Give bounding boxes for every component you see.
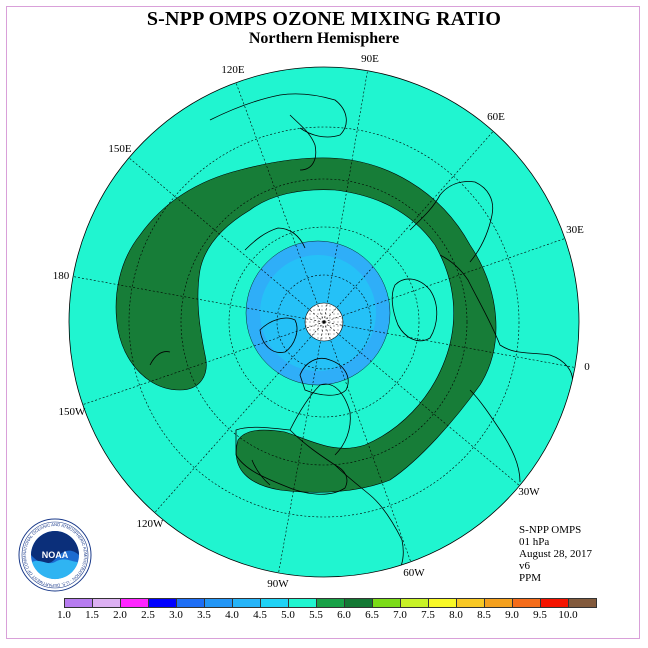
date-text: August 28, 2017 [519, 548, 593, 560]
legend-label: 3.0 [169, 609, 183, 621]
legend-swatch [176, 598, 205, 608]
figure-frame [6, 6, 640, 639]
lon-label: 150W [59, 406, 87, 418]
legend-swatch [540, 598, 569, 608]
legend-label: 2.5 [141, 609, 155, 621]
legend-label: 8.0 [449, 609, 463, 621]
graticule [69, 67, 579, 577]
legend-swatch [120, 598, 149, 608]
legend-swatch [428, 598, 457, 608]
lon-label: 90E [361, 53, 379, 65]
legend-label: 8.5 [477, 609, 491, 621]
coastlines [149, 93, 573, 577]
legend-swatch [344, 598, 373, 608]
lon-label: 180 [53, 270, 70, 282]
legend-swatch [568, 598, 597, 608]
legend-label: 1.5 [85, 609, 99, 621]
lon-label: 60W [403, 567, 425, 579]
lon-label: 90W [267, 578, 289, 590]
legend-label: 4.0 [225, 609, 239, 621]
lon-label: 60E [487, 111, 505, 123]
legend-label: 5.5 [309, 609, 323, 621]
legend-label: 10.0 [558, 609, 578, 621]
map-outline [68, 66, 580, 578]
legend-labels: 1.0 1.5 2.0 2.5 3.0 3.5 4.0 4.5 5.0 5.5 6.0 6.5 7.0 7… [0, 609, 648, 623]
legend-label: 4.5 [253, 609, 267, 621]
legend-label: 7.5 [421, 609, 435, 621]
legend-swatch [512, 598, 541, 608]
lon-label: 0 [584, 361, 590, 373]
legend-label: 7.0 [393, 609, 407, 621]
legend-swatch [316, 598, 345, 608]
legend-label: 6.0 [337, 609, 351, 621]
legend-swatch [288, 598, 317, 608]
lon-label: 120E [221, 64, 245, 76]
longitude-labels: 90E 60E 30E 0 30W 60W 90W 120W 150W 180 … [53, 53, 591, 590]
noaa-logo: NATIONAL OCEANIC AND ATMOSPHERIC ADMINIS… [18, 518, 92, 592]
legend-swatch [484, 598, 513, 608]
units-text: PPM [519, 572, 542, 584]
legend-swatch [260, 598, 289, 608]
legend-swatch [148, 598, 177, 608]
color-legend [64, 598, 597, 608]
lon-label: 30W [518, 486, 540, 498]
legend-label: 2.0 [113, 609, 127, 621]
info-block: S-NPP OMPS 01 hPa August 28, 2017 v6 PPM [519, 524, 592, 584]
ozone-band-5-5-6-0 [115, 157, 497, 493]
legend-swatch [64, 598, 93, 608]
legend-label: 5.0 [281, 609, 295, 621]
legend-label: 6.5 [365, 609, 379, 621]
legend-label: 9.0 [505, 609, 519, 621]
legend-label: 3.5 [197, 609, 211, 621]
page-subtitle: Northern Hemisphere [248, 30, 400, 47]
version-text: v6 [519, 560, 530, 572]
logo-text: NOAA [42, 550, 69, 560]
legend-swatch [232, 598, 261, 608]
legend-swatch [204, 598, 233, 608]
lon-label: 30E [566, 224, 584, 236]
instrument-text: S-NPP OMPS [519, 524, 582, 536]
legend-swatch [400, 598, 429, 608]
legend-label: 9.5 [533, 609, 547, 621]
legend-swatch [456, 598, 485, 608]
level-text: 01 hPa [519, 536, 550, 548]
legend-swatch [92, 598, 121, 608]
legend-swatch [372, 598, 401, 608]
page-title: S-NPP OMPS OZONE MIXING RATIO [146, 8, 502, 30]
legend-label: 1.0 [57, 609, 71, 621]
lon-label: 150E [108, 143, 132, 155]
lon-label: 120W [137, 518, 165, 530]
